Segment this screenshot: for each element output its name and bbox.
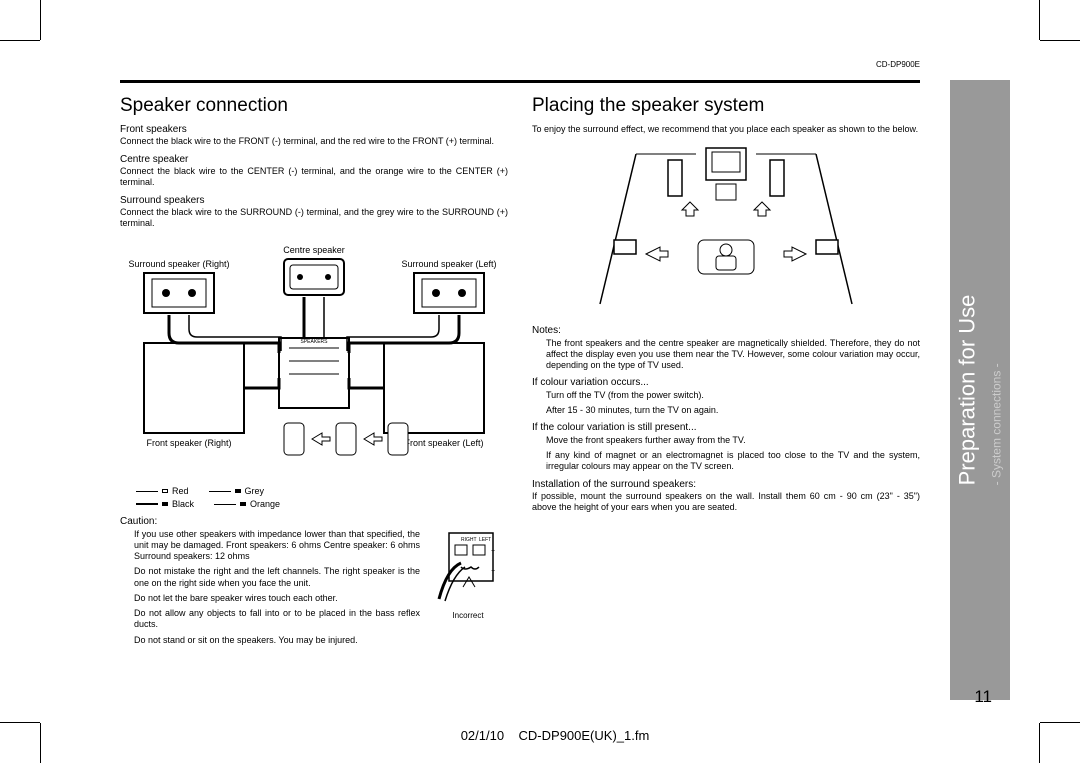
caution-4: Do not allow any objects to fall into or… <box>134 608 420 631</box>
svg-text:LEFT: LEFT <box>479 537 491 543</box>
svg-text:Surround speaker (Right): Surround speaker (Right) <box>128 259 229 269</box>
page-number: 11 <box>974 687 992 707</box>
notes-heading: Notes: <box>532 325 920 338</box>
still-text: Move the front speakers further away fro… <box>546 435 920 446</box>
caution-2: Do not mistake the right and the left ch… <box>134 566 420 589</box>
caution-3: Do not let the bare speaker wires touch … <box>134 593 420 604</box>
sidebar-sub: - System connections - <box>989 363 1003 485</box>
top-rule <box>120 80 920 83</box>
svg-text:Centre speaker: Centre speaker <box>283 245 345 255</box>
centre-speaker-heading: Centre speaker <box>120 154 508 167</box>
svg-text:Surround speaker (Left): Surround speaker (Left) <box>401 259 496 269</box>
surround-speakers-heading: Surround speakers <box>120 195 508 208</box>
install-text: If possible, mount the surround speakers… <box>532 491 920 514</box>
svg-text:Front speaker (Right): Front speaker (Right) <box>146 438 231 448</box>
speaker-connection-title: Speaker connection <box>120 94 508 118</box>
svg-text:Front speaker (Left): Front speaker (Left) <box>404 438 483 448</box>
front-speakers-text: Connect the black wire to the FRONT (-) … <box>120 136 508 147</box>
colour-variation-heading: If colour variation occurs... <box>532 377 920 390</box>
model-code: CD-DP900E <box>876 60 920 69</box>
centre-speaker-text: Connect the black wire to the CENTER (-)… <box>120 166 508 189</box>
caution-heading: Caution: <box>120 516 508 529</box>
wire-legend-row1: Red Grey <box>136 486 508 497</box>
still-present-heading: If the colour variation is still present… <box>532 422 920 435</box>
right-column: Placing the speaker system To enjoy the … <box>532 94 920 683</box>
placement-diagram <box>532 139 920 319</box>
footer-line: 02/1/10 CD-DP900E(UK)_1.fm <box>100 728 1010 743</box>
svg-text:+: + <box>491 548 495 555</box>
colour-p2: After 15 - 30 minutes, turn the TV on ag… <box>546 405 920 416</box>
svg-text:−: − <box>491 568 495 575</box>
front-speakers-heading: Front speakers <box>120 124 508 137</box>
install-heading: Installation of the surround speakers: <box>532 479 920 492</box>
placing-title: Placing the speaker system <box>532 94 920 118</box>
surround-speakers-text: Connect the black wire to the SURROUND (… <box>120 207 508 230</box>
svg-text:RIGHT: RIGHT <box>461 537 477 543</box>
placing-intro: To enjoy the surround effect, we recomme… <box>532 124 920 135</box>
sidebar-main: Preparation for Use <box>954 295 979 486</box>
caution-1: If you use other speakers with impedance… <box>134 529 420 563</box>
wiring-diagram: Centre speaker Surround speaker (Right) … <box>120 238 508 478</box>
side-tab: Preparation for Use - System connections… <box>950 80 1010 700</box>
left-column: Speaker connection Front speakers Connec… <box>120 94 508 683</box>
svg-text:SPEAKERS: SPEAKERS <box>301 339 329 345</box>
incorrect-figure: RIGHTLEFT + − Incorrect <box>428 529 508 621</box>
colour-p1: Turn off the TV (from the power switch). <box>546 390 920 401</box>
magnet-text: If any kind of magnet or an electromagne… <box>546 450 920 473</box>
caution-5: Do not stand or sit on the speakers. You… <box>134 635 420 646</box>
wire-legend-row2: Black Orange <box>136 499 508 510</box>
notes-text: The front speakers and the centre speake… <box>546 338 920 372</box>
